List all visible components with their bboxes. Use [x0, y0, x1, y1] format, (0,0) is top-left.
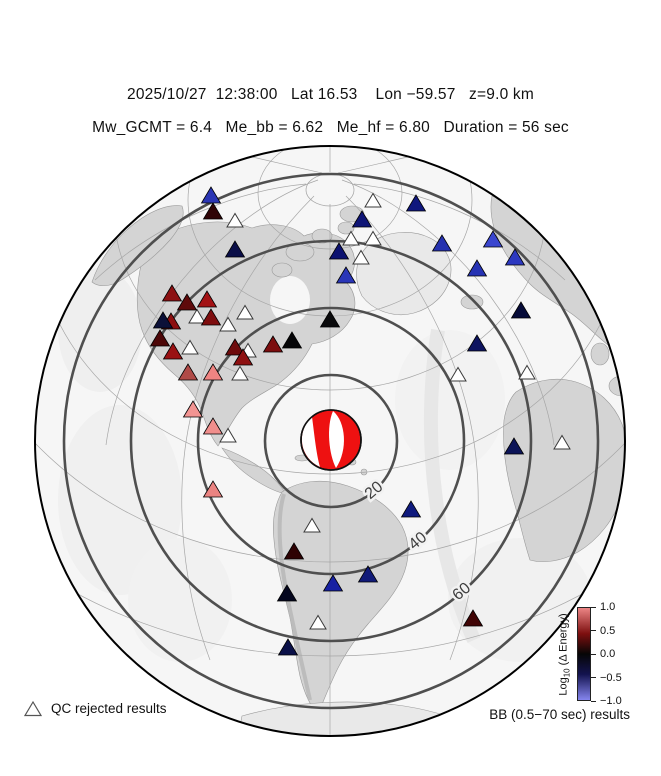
station-triangle-qc-rejected — [303, 517, 321, 533]
station-triangle-qc-rejected — [342, 230, 360, 246]
station-triangle — [283, 542, 305, 560]
results-caption: BB (0.5−70 sec) results — [489, 707, 630, 722]
station-triangle-qc-rejected — [188, 308, 206, 324]
station-triangle — [466, 259, 488, 277]
station-triangle — [149, 329, 171, 347]
station-triangle — [335, 266, 357, 284]
station-triangle — [182, 400, 204, 418]
station-triangle — [351, 210, 373, 228]
distance-ring-20 — [263, 373, 399, 509]
station-triangle — [202, 417, 224, 435]
station-triangle — [466, 334, 488, 352]
station-triangle — [482, 230, 504, 248]
map-rim — [34, 145, 626, 737]
station-triangle — [277, 638, 299, 656]
event-header-line2: Mw_GCMT = 6.4 Me_bb = 6.62 Me_hf = 6.80 … — [92, 119, 569, 136]
station-triangle — [202, 480, 224, 498]
greenland — [356, 232, 452, 316]
station-triangle — [400, 500, 422, 518]
station-triangle — [510, 301, 532, 319]
station-triangle — [161, 284, 183, 302]
station-triangle — [224, 240, 246, 258]
station-triangle — [328, 242, 350, 260]
station-triangle — [431, 234, 453, 252]
station-triangle — [202, 363, 224, 381]
station-triangle-qc-rejected — [364, 192, 382, 208]
beachball-white-lens — [329, 411, 344, 468]
event-header-line1: 2025/10/27 12:38:00 Lat 16.53 Lon −59.57… — [127, 86, 534, 103]
station-triangle — [504, 248, 526, 266]
station-triangle-qc-rejected — [231, 365, 249, 381]
station-triangle — [200, 186, 222, 204]
station-triangle — [202, 202, 224, 220]
focal-mechanism-beachball — [300, 409, 362, 471]
station-triangle — [232, 348, 254, 366]
north-america — [136, 221, 356, 447]
colorbar-ticks: 1.0 0.5 0.0 −0.5 −1.0 — [591, 601, 641, 707]
continents — [91, 195, 625, 736]
hudson-bay — [270, 276, 310, 324]
colorbar: Log10 (Δ Energy) 1.0 0.5 0.0 −0.5 −1.0 — [558, 601, 622, 707]
station-triangle-qc-rejected — [219, 427, 237, 443]
station-triangle — [462, 609, 484, 627]
station-triangle — [357, 565, 379, 583]
station-triangle-qc-rejected — [181, 339, 199, 355]
colorbar-tick-label: −0.5 — [600, 671, 622, 684]
qc-triangle-icon — [24, 700, 42, 717]
station-triangle — [322, 574, 344, 592]
station-triangle — [319, 310, 341, 328]
station-triangle-qc-rejected — [364, 230, 382, 246]
qc-legend-label: QC rejected results — [51, 701, 167, 716]
station-triangle-qc-rejected — [518, 364, 536, 380]
station-triangle — [196, 290, 218, 308]
station-triangle — [405, 194, 427, 212]
station-triangle — [281, 331, 303, 349]
station-triangle-qc-rejected — [352, 249, 370, 265]
distance-ring-60 — [129, 239, 533, 643]
station-triangle — [276, 584, 298, 602]
qc-legend: QC rejected results — [24, 700, 167, 717]
station-triangle — [177, 363, 199, 381]
distance-ring-80 — [62, 172, 600, 710]
station-triangle — [262, 335, 284, 353]
station-triangle-qc-rejected — [236, 304, 254, 320]
beachball-white-crescent — [301, 417, 320, 467]
station-triangle-qc-rejected — [449, 366, 467, 382]
station-triangle — [152, 311, 174, 329]
station-layer — [149, 186, 571, 656]
station-triangle-qc-rejected — [226, 212, 244, 228]
colorbar-tick-label: −1.0 — [600, 695, 622, 707]
station-triangle — [224, 338, 246, 356]
colorbar-gradient — [577, 607, 591, 701]
station-triangle-qc-rejected — [219, 316, 237, 332]
station-triangle-qc-rejected — [553, 434, 571, 450]
distance-ring-40 — [196, 306, 466, 576]
station-triangle-qc-rejected — [309, 614, 327, 630]
station-triangle — [503, 437, 525, 455]
station-triangle — [162, 342, 184, 360]
britain — [590, 342, 610, 366]
station-triangle — [200, 308, 222, 326]
station-triangle — [176, 293, 198, 311]
colorbar-tick-label: 1.0 — [600, 601, 616, 613]
colorbar-tick-label: 0.0 — [600, 648, 616, 660]
colorbar-tick-label: 0.5 — [600, 624, 616, 637]
colorbar-label: Log10 (Δ Energy) — [557, 613, 572, 696]
